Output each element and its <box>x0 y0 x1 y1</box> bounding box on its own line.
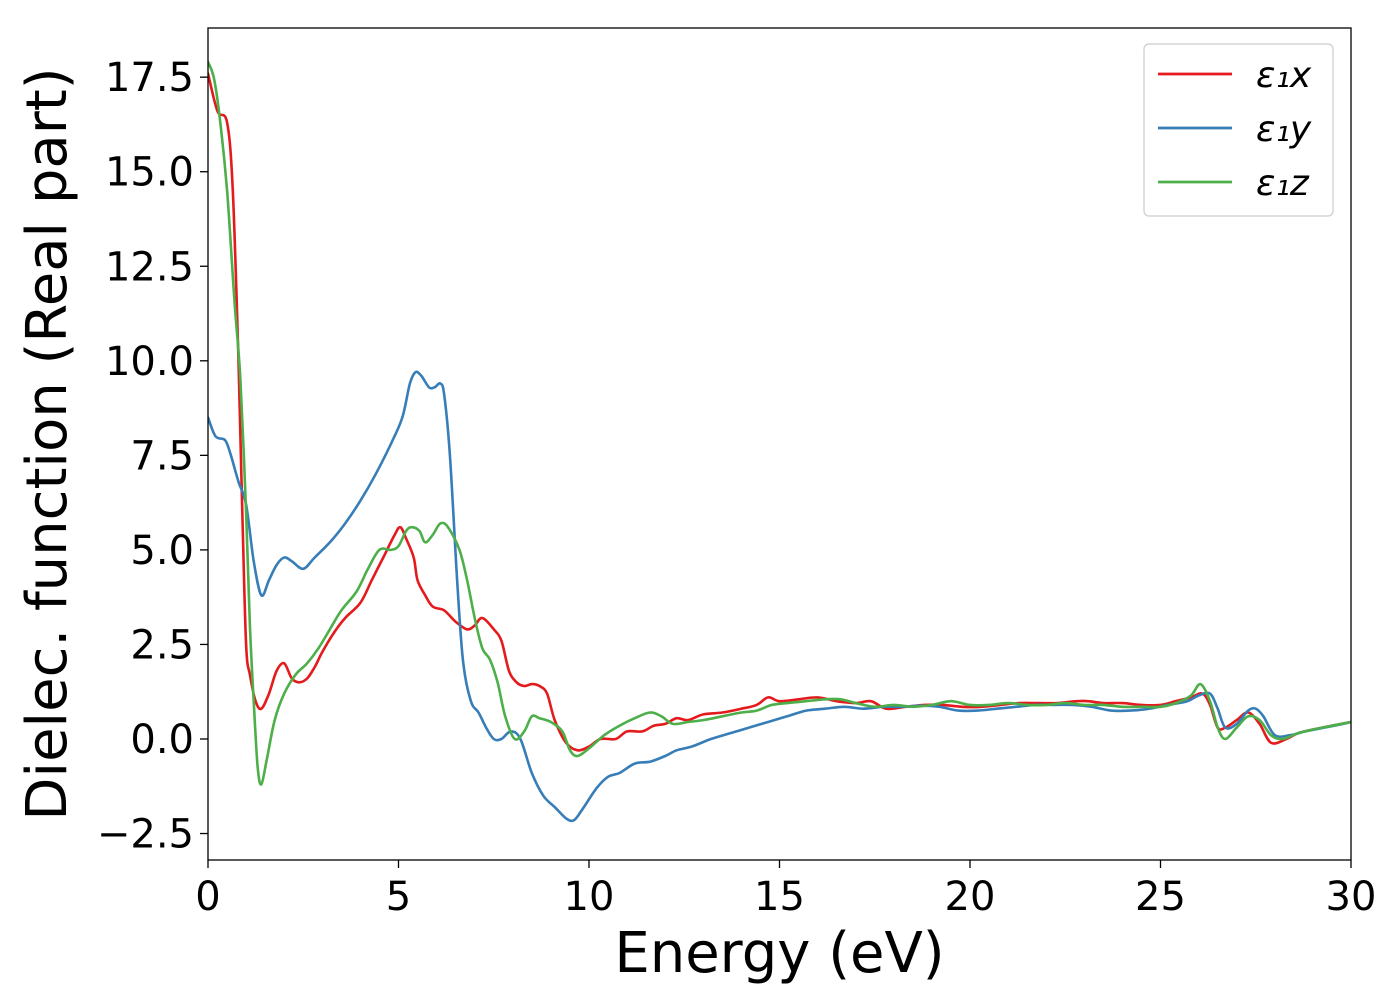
y-tick-label: 12.5 <box>105 244 194 290</box>
y-tick-label: 10.0 <box>105 339 194 385</box>
y-tick-label: 17.5 <box>105 55 194 101</box>
series-line-z <box>208 60 1351 786</box>
x-tick-label: 5 <box>386 874 411 920</box>
x-tick-label: 0 <box>195 874 220 920</box>
x-axis-ticks: 0 5 10 15 20 25 30 <box>195 860 1376 920</box>
y-tick-label: 0.0 <box>130 717 194 763</box>
y-tick-label: 15.0 <box>105 150 194 196</box>
legend-items: ε₁x ε₁y ε₁z <box>1158 55 1312 204</box>
legend-box <box>1143 43 1334 217</box>
y-tick-label: 2.5 <box>130 622 194 668</box>
x-tick-label: 10 <box>564 874 615 920</box>
y-axis-label: Dielec. function (Real part) <box>15 67 80 820</box>
x-tick-label: 15 <box>754 874 805 920</box>
legend-label: ε₁z <box>1256 163 1310 204</box>
series-layer <box>208 60 1351 823</box>
series-line-y <box>208 370 1351 823</box>
series-line-x <box>208 72 1351 752</box>
x-tick-label: 30 <box>1326 874 1377 920</box>
legend-label: ε₁x <box>1256 55 1312 96</box>
legend: ε₁x ε₁y ε₁z <box>1143 43 1334 217</box>
y-axis-ticks: −2.5 0.0 2.5 5.0 7.5 10.0 12.5 15.0 17.5 <box>97 55 208 858</box>
y-tick-label: −2.5 <box>97 812 194 858</box>
plot-frame <box>207 27 1352 861</box>
legend-label: ε₁y <box>1256 109 1312 150</box>
x-tick-label: 25 <box>1135 874 1186 920</box>
y-tick-label: 7.5 <box>130 433 194 479</box>
x-tick-label: 20 <box>945 874 996 920</box>
y-tick-label: 5.0 <box>130 528 194 574</box>
x-axis-label: Energy (eV) <box>614 921 944 986</box>
